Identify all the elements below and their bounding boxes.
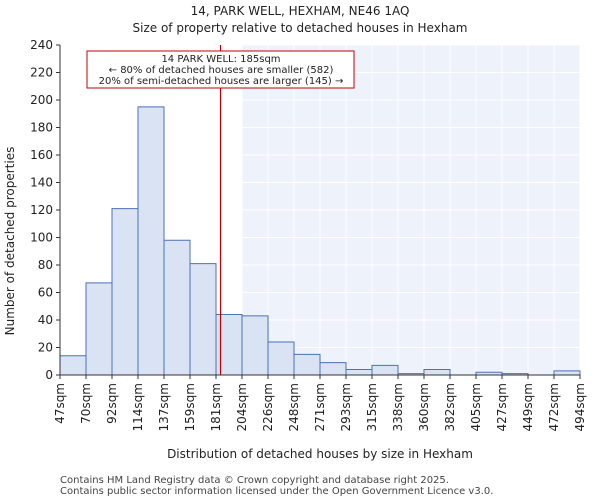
y-tick-label: 140 [30,176,53,190]
x-tick-label: 204sqm [235,383,249,431]
bar [423,369,451,376]
annotation-line-3: 20% of semi-detached houses are larger (… [99,76,344,87]
y-tick-label: 160 [30,148,53,162]
bar [241,315,269,376]
annotation-line-1: 14 PARK WELL: 185sqm [161,54,280,65]
y-tick-label: 120 [30,203,53,217]
x-tick-label: 226sqm [261,383,275,431]
footer-line-1: Contains HM Land Registry data © Crown c… [60,475,449,486]
x-tick-label: 137sqm [157,383,171,431]
x-tick-label: 427sqm [495,383,509,431]
y-tick-label: 220 [30,66,53,80]
y-tick-label: 0 [45,368,53,382]
x-tick-label: 315sqm [365,383,379,431]
chart-subtitle: Size of property relative to detached ho… [133,21,468,35]
bar [85,282,113,376]
annotation-line-2: ← 80% of detached houses are smaller (58… [109,65,334,76]
bar [215,314,243,376]
x-tick-label: 114sqm [131,383,145,431]
x-tick-label: 382sqm [443,383,457,431]
x-tick-label: 360sqm [417,383,431,431]
bar [267,341,295,376]
x-tick-label: 449sqm [521,383,535,431]
x-tick-label: 494sqm [573,383,587,431]
x-tick-label: 293sqm [339,383,353,431]
y-tick-label: 240 [30,38,53,52]
x-tick-label: 181sqm [209,383,223,431]
annotation-box [86,50,355,89]
x-tick-label: 70sqm [79,383,93,424]
x-tick-label: 405sqm [469,383,483,431]
y-tick-label: 100 [30,231,53,245]
x-tick-label: 47sqm [53,383,67,424]
bar [553,370,581,376]
x-tick-label: 338sqm [391,383,405,431]
bar [137,106,165,376]
y-axis-label: Number of detached properties [3,147,17,336]
bar [319,362,347,376]
x-tick-label: 472sqm [547,383,561,431]
x-tick-label: 159sqm [183,383,197,431]
y-tick-label: 180 [30,121,53,135]
plot-area: 0 20 40 60 80 100 120 140 160 180 200 220 240 47sqm 70… [30,38,587,431]
x-tick-label: 248sqm [287,383,301,431]
bar [163,239,191,376]
y-tick-label: 80 [38,258,53,272]
y-tick-label: 200 [30,93,53,107]
bar [371,364,399,376]
bar [59,355,87,376]
y-tick-label: 40 [38,313,53,327]
x-tick-label: 271sqm [313,383,327,431]
y-tick-label: 20 [38,341,53,355]
x-axis-label: Distribution of detached houses by size … [167,447,473,461]
bar [189,263,217,376]
x-tick-label: 92sqm [105,383,119,424]
bar [293,353,321,376]
chart-title: 14, PARK WELL, HEXHAM, NE46 1AQ [191,4,410,18]
footer-line-2: Contains public sector information licen… [60,486,493,497]
y-tick-label: 60 [38,286,53,300]
bar [345,369,373,376]
bar [111,208,139,376]
